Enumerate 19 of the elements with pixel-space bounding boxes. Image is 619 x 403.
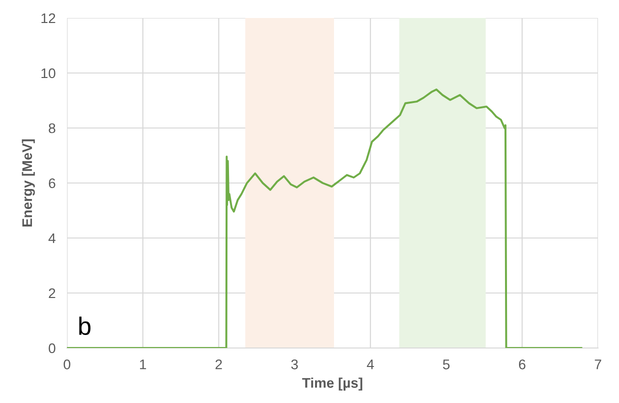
x-tick-label: 1 [140, 360, 146, 370]
x-tick-label: 5 [442, 360, 450, 370]
x-tick-label: 3 [291, 359, 298, 370]
y-tick-label: 0 [48, 343, 56, 354]
line-series [67, 88, 582, 348]
y-tick-label: 10 [42, 68, 56, 78]
x-tick-label: 6 [518, 359, 526, 370]
x-tick-label: 0 [64, 359, 70, 370]
x-tick-label: 4 [366, 360, 374, 370]
y-tick-label: 12 [42, 13, 56, 24]
y-tick-label: 4 [48, 233, 56, 244]
y-axis-title: Energy [MeV] [22, 139, 35, 226]
y-tick-label: 2 [48, 288, 56, 298]
x-axis-title: Time [µs] [302, 378, 362, 391]
x-tick-label: 7 [594, 360, 602, 370]
x-tick-label: 2 [216, 359, 222, 370]
y-tick-label: 8 [48, 123, 56, 134]
y-tick-label: 6 [48, 178, 56, 188]
annotation: b [79, 316, 90, 336]
